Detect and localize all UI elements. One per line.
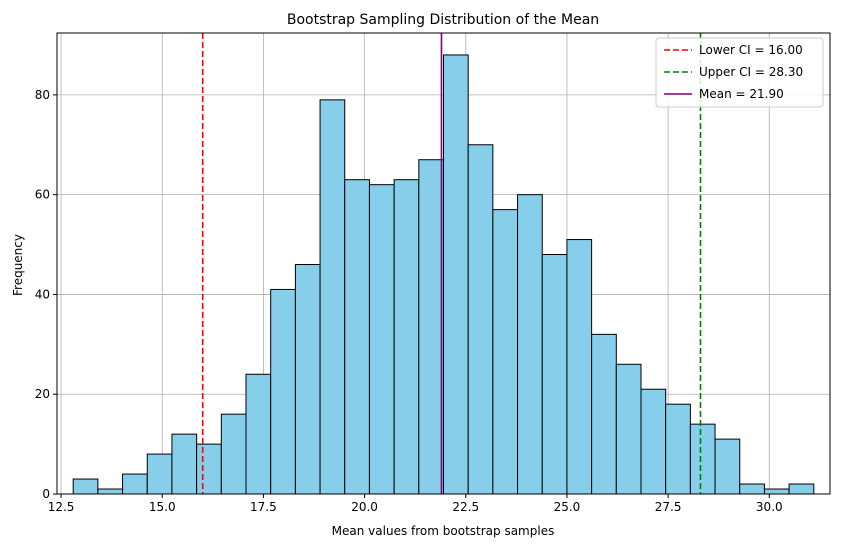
histogram-bar bbox=[665, 403, 691, 495]
x-tick-label: 17.5 bbox=[250, 500, 277, 514]
y-tick-label: 20 bbox=[35, 387, 50, 401]
x-tick-label: 25.0 bbox=[554, 500, 581, 514]
y-axis-label: Frequency bbox=[11, 234, 25, 296]
histogram-bar bbox=[591, 333, 617, 495]
histogram-bar bbox=[418, 159, 444, 495]
x-tick-label: 12.5 bbox=[48, 500, 75, 514]
histogram-bar bbox=[541, 254, 568, 495]
histogram-bar bbox=[122, 473, 148, 495]
x-axis-label: Mean values from bootstrap samples bbox=[332, 524, 555, 538]
legend-box bbox=[655, 37, 824, 108]
histogram-bar bbox=[443, 54, 469, 495]
y-tick-label: 60 bbox=[35, 188, 50, 202]
histogram-bar bbox=[788, 483, 815, 495]
histogram-bar bbox=[196, 443, 222, 495]
x-tick-label: 27.5 bbox=[655, 500, 682, 514]
histogram-bar bbox=[640, 388, 667, 495]
histogram-bar bbox=[72, 478, 99, 495]
histogram-bar bbox=[319, 99, 346, 495]
histogram-bar bbox=[344, 179, 370, 495]
y-tick-label: 40 bbox=[35, 287, 50, 301]
y-tick-label: 0 bbox=[42, 487, 50, 501]
histogram-bar bbox=[97, 488, 124, 495]
histogram-bar bbox=[270, 288, 296, 495]
histogram-bar bbox=[714, 438, 741, 495]
histogram-bar bbox=[294, 263, 321, 495]
histogram-bar bbox=[763, 488, 790, 495]
histogram-bar bbox=[171, 433, 198, 495]
x-tick-label: 22.5 bbox=[452, 500, 479, 514]
histogram-bar bbox=[146, 453, 173, 495]
y-tick-label: 80 bbox=[35, 88, 50, 102]
histogram-bar bbox=[220, 413, 247, 495]
plot-frame bbox=[56, 32, 831, 495]
histogram-bar bbox=[467, 144, 494, 495]
chart-title: Bootstrap Sampling Distribution of the M… bbox=[287, 12, 599, 28]
histogram-bar bbox=[368, 184, 395, 495]
histogram-bar bbox=[566, 239, 593, 495]
x-tick-label: 15.0 bbox=[149, 500, 176, 514]
x-tick-label: 20.0 bbox=[351, 500, 378, 514]
legend-label: Mean = 21.90 bbox=[699, 87, 784, 101]
histogram-bar bbox=[517, 194, 543, 495]
x-tick-label: 30.0 bbox=[756, 500, 783, 514]
legend-label: Lower CI = 16.00 bbox=[699, 43, 803, 57]
histogram-bar bbox=[393, 179, 420, 495]
histogram-bar bbox=[492, 209, 519, 495]
histogram-bar bbox=[689, 423, 716, 495]
histogram-bar bbox=[615, 363, 642, 495]
histogram-bar bbox=[739, 483, 765, 495]
legend-label: Upper CI = 28.30 bbox=[699, 65, 803, 79]
histogram-bar bbox=[245, 373, 272, 495]
